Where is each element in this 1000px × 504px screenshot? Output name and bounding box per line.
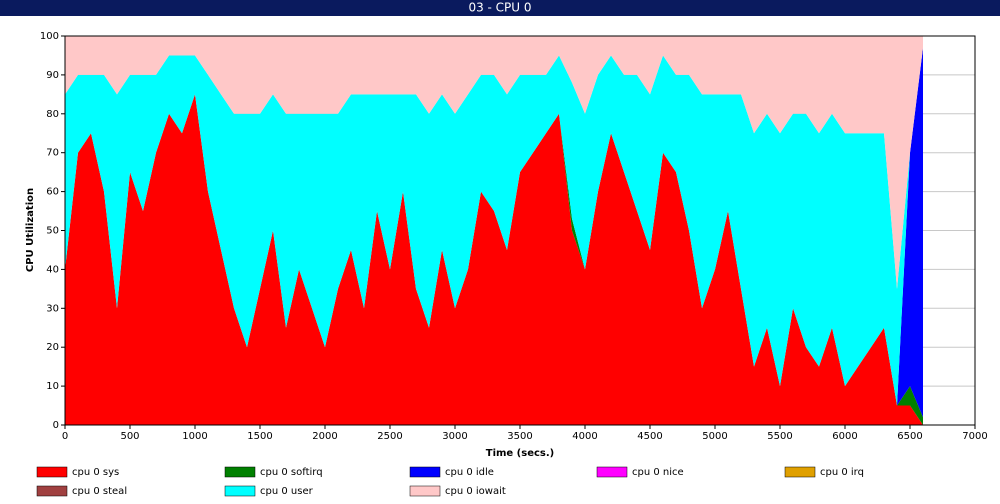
legend-swatch [409, 485, 441, 497]
legend-swatch [784, 466, 816, 478]
y-tick-label: 60 [46, 187, 59, 198]
y-tick-label: 30 [46, 303, 59, 314]
y-tick-label: 20 [46, 342, 59, 353]
area [65, 94, 923, 425]
y-tick-label: 90 [46, 70, 59, 81]
x-tick-label: 3500 [507, 431, 532, 442]
y-tick-label: 40 [46, 264, 59, 275]
y-tick-label: 50 [46, 226, 59, 237]
legend-swatch [409, 466, 441, 478]
y-tick-label: 10 [46, 381, 59, 392]
legend-label: cpu 0 idle [445, 467, 494, 478]
x-tick-label: 4500 [637, 431, 662, 442]
x-tick-label: 0 [62, 431, 68, 442]
y-tick-label: 100 [40, 31, 59, 42]
plot-border [64, 35, 976, 426]
chart-title: 03 - CPU 0 [468, 1, 531, 15]
x-tick-label: 2000 [312, 431, 337, 442]
x-tick-label: 2500 [377, 431, 402, 442]
legend-label: cpu 0 user [260, 486, 314, 497]
legend-label: cpu 0 iowait [445, 486, 506, 497]
legend-label: cpu 0 steal [72, 486, 127, 497]
legend-swatch [36, 485, 68, 497]
legend-swatch [596, 466, 628, 478]
legend-swatch [224, 485, 256, 497]
x-axis-label: Time (secs.) [486, 448, 555, 459]
x-tick-label: 1500 [247, 431, 272, 442]
area [65, 36, 923, 289]
x-tick-label: 6500 [897, 431, 922, 442]
x-tick-label: 3000 [442, 431, 467, 442]
x-tick-label: 7000 [962, 431, 987, 442]
x-tick-label: 6000 [832, 431, 857, 442]
legend-swatch [224, 466, 256, 478]
y-tick-label: 80 [46, 109, 59, 120]
x-tick-label: 5500 [767, 431, 792, 442]
x-tick-label: 1000 [182, 431, 207, 442]
x-tick-label: 4000 [572, 431, 597, 442]
legend-label: cpu 0 irq [820, 467, 864, 478]
x-tick-label: 500 [120, 431, 139, 442]
legend-label: cpu 0 nice [632, 467, 684, 478]
legend-swatch [36, 466, 68, 478]
x-tick-label: 5000 [702, 431, 727, 442]
legend-label: cpu 0 sys [72, 467, 119, 478]
y-tick-label: 70 [46, 148, 59, 159]
legend-label: cpu 0 softirq [260, 467, 323, 478]
title-bar [0, 0, 1000, 16]
y-tick-label: 0 [53, 420, 59, 431]
area [65, 47, 923, 406]
y-axis-label: CPU Utilization [25, 188, 36, 272]
